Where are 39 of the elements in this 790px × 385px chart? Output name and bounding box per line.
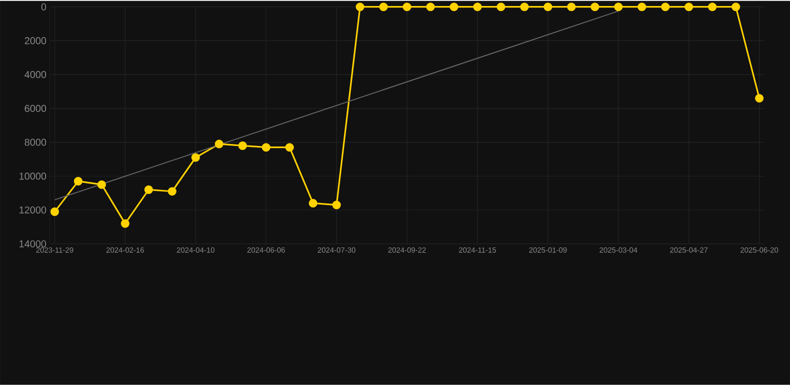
point [661,2,670,12]
point [262,143,270,152]
y-tick-label: 0 [41,3,46,10]
point [97,180,106,189]
point [74,177,82,186]
y-tick-label: 2000 [24,37,46,44]
point [144,185,153,194]
point [120,219,130,228]
point [168,187,176,196]
y-tick-label: 4000 [24,71,46,78]
point [379,2,388,12]
y-tick-label: 12000 [20,206,46,214]
point [755,94,764,103]
point [732,2,740,12]
point [450,2,458,12]
point [426,2,435,12]
point [520,2,529,12]
y-tick-label: 6000 [24,104,46,112]
point [308,199,318,208]
point [50,207,59,216]
point [590,2,600,12]
point [332,200,341,210]
point [285,143,294,152]
point [567,2,576,12]
point [684,2,694,12]
y-tick-label: 14000 [20,240,46,248]
y-tick-label: 10000 [20,172,46,180]
point [638,2,646,12]
point [708,2,717,12]
point [614,2,623,12]
point [214,140,224,148]
point [544,2,552,12]
point [238,141,247,150]
point [191,153,200,162]
point [402,2,412,12]
y-tick-label: 8000 [24,138,46,146]
point [473,2,482,12]
point [496,2,506,12]
point [356,2,364,12]
